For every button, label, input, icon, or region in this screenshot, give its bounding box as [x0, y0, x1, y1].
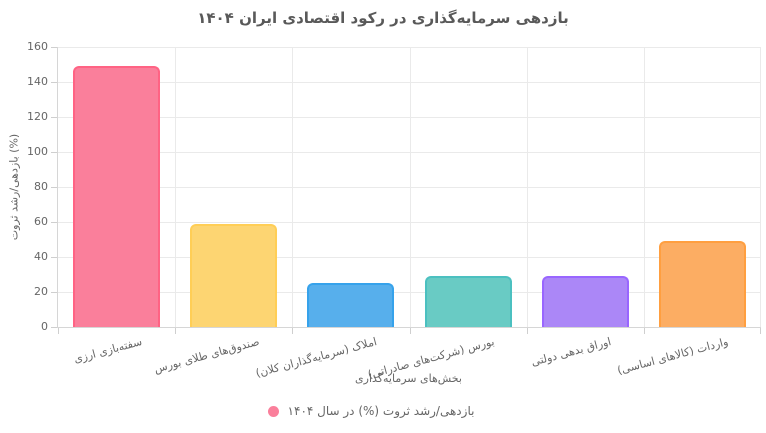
y-tick-label: 40	[34, 250, 48, 263]
bar-6[interactable]	[658, 241, 746, 327]
y-tick-label: 100	[27, 145, 48, 158]
y-tick-mark	[51, 326, 57, 328]
x-tick-label-1: سفته‌بازی ارزی	[72, 335, 144, 366]
y-tick-label: 120	[27, 110, 48, 123]
x-tick-mark	[292, 328, 294, 334]
y-tick-label: 160	[27, 40, 48, 53]
x-tick-mark	[760, 328, 761, 334]
v-gridline	[175, 47, 177, 327]
bar-1[interactable]	[73, 66, 161, 327]
bar-2[interactable]	[190, 223, 278, 327]
v-gridline	[760, 47, 761, 327]
y-tick-mark	[51, 221, 57, 223]
bar-5[interactable]	[541, 276, 629, 327]
x-tick-mark	[526, 328, 528, 334]
y-tick-mark	[51, 116, 57, 118]
x-tick-label-6: واردات (کالاهای اساسی)	[616, 335, 730, 378]
legend-label: بازدهی/رشد ثروت (%) در سال ۱۴۰۴	[287, 404, 475, 418]
y-tick-mark	[51, 151, 57, 153]
y-tick-mark	[51, 291, 57, 293]
x-tick-label-5: اوراق بدهی دولتی	[529, 335, 613, 369]
x-tick-mark	[409, 328, 411, 334]
v-gridline	[292, 47, 294, 327]
y-tick-label: 20	[34, 285, 48, 298]
legend-item[interactable]: بازدهی/رشد ثروت (%) در سال ۱۴۰۴	[0, 404, 754, 418]
y-tick-label: 140	[27, 75, 48, 88]
v-gridline	[409, 47, 411, 327]
y-tick-mark	[51, 81, 57, 83]
x-tick-mark	[175, 328, 177, 334]
bar-4[interactable]	[424, 276, 512, 327]
y-tick-label: 80	[34, 180, 48, 193]
y-tick-label: 60	[34, 215, 48, 228]
x-tick-mark	[643, 328, 645, 334]
legend-marker-circle-icon	[267, 405, 279, 417]
y-tick-mark	[51, 256, 57, 258]
v-gridline	[643, 47, 645, 327]
plot-area	[51, 46, 761, 334]
x-axis-title: بخش‌های سرمایه‌گذاری	[355, 372, 462, 385]
x-tick-mark	[58, 328, 59, 334]
chart-title: بازدهی سرمایه‌گذاری در رکود اقتصادی ایرا…	[197, 9, 569, 27]
bar-3[interactable]	[307, 283, 395, 327]
y-tick-label: 0	[41, 320, 48, 333]
x-tick-label-2: صندوق‌های طلای بورس	[152, 335, 262, 376]
y-tick-mark	[51, 186, 57, 188]
y-tick-mark	[51, 46, 57, 48]
v-gridline	[526, 47, 528, 327]
